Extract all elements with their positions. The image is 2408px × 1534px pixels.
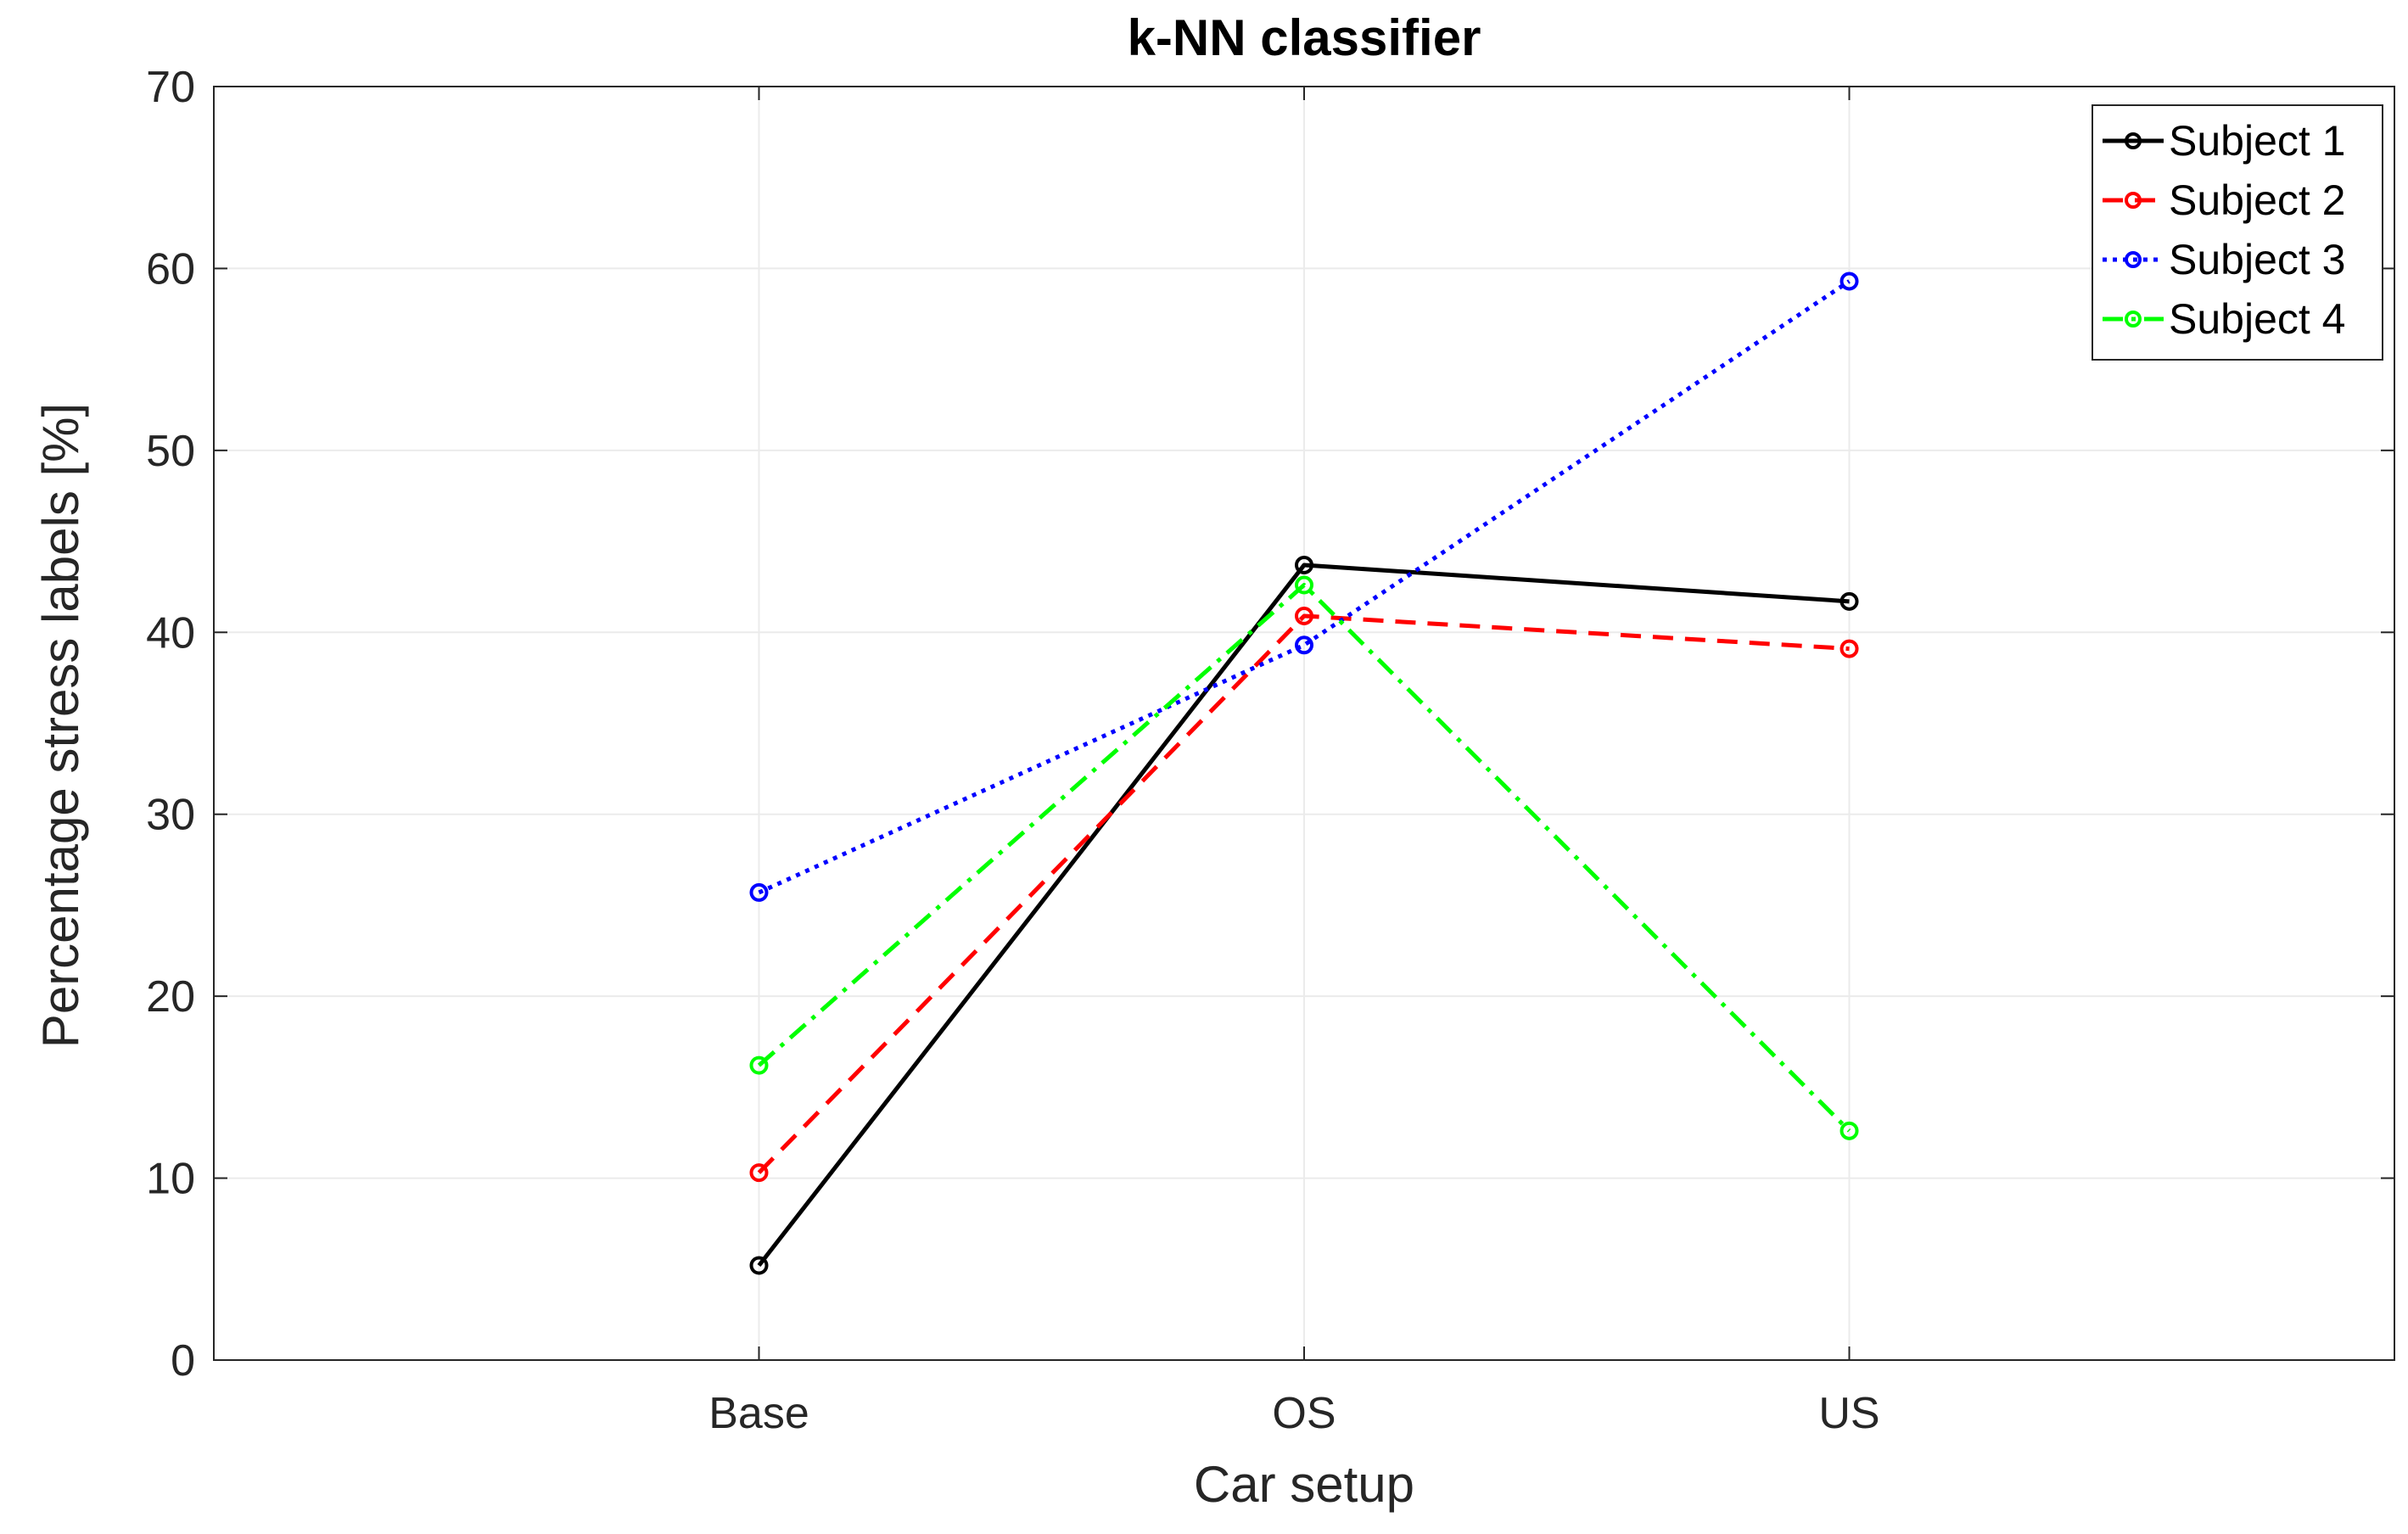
x-tick-label: US [1818, 1389, 1879, 1438]
data-point [1840, 1121, 1859, 1140]
series-line-2 [757, 613, 1850, 1174]
legend-entry-label: Subject 1 [2169, 117, 2345, 165]
series-layer [749, 272, 1859, 1275]
chart-title: k-NN classifier [1128, 9, 1481, 66]
data-point [749, 882, 769, 902]
y-tick-label: 40 [146, 608, 195, 658]
legend: Subject 1 Subject 2 Subject 3 Subject 4 [2092, 104, 2383, 361]
legend-marker [2125, 251, 2142, 268]
data-point [1295, 575, 1313, 595]
data-point [1295, 635, 1313, 655]
x-tick-label: Base [708, 1389, 809, 1438]
data-point [749, 1055, 769, 1075]
series-line-4 [757, 583, 1851, 1133]
series-3 [749, 272, 1859, 902]
legend-entry-label: Subject 4 [2169, 295, 2345, 343]
data-point [1840, 591, 1859, 611]
legend-entry-label: Subject 3 [2169, 236, 2345, 283]
y-tick-label: 0 [171, 1336, 195, 1386]
series-line-1 [757, 563, 1850, 1268]
grid-layer [214, 87, 2394, 1360]
series-4 [749, 575, 1859, 1140]
y-tick-label: 30 [146, 791, 195, 840]
x-tick-label: OS [1272, 1389, 1336, 1438]
series-2 [749, 606, 1859, 1183]
y-tick-label: 60 [146, 244, 195, 294]
y-tick-label: 50 [146, 427, 195, 476]
x-axis-label: Car setup [1194, 1456, 1414, 1513]
data-point [1840, 272, 1859, 291]
data-point [749, 1256, 769, 1275]
y-tick-label: 70 [146, 63, 195, 112]
data-point [1840, 639, 1859, 658]
y-tick-label: 20 [146, 972, 195, 1022]
legend-entry-label: Subject 2 [2169, 176, 2345, 224]
legend-marker [2125, 311, 2142, 328]
y-tick-label: 10 [146, 1155, 195, 1204]
y-axis-label: Percentage stress labels [%] [32, 403, 89, 1048]
data-point [749, 1163, 769, 1183]
legend-marker [2125, 132, 2142, 149]
axes-layer: 0 10 20 30 40 50 60 70 Base OS US [146, 63, 2395, 1438]
series-1 [749, 555, 1859, 1275]
data-point [1295, 555, 1313, 574]
legend-marker [2125, 192, 2142, 209]
data-point [1295, 606, 1313, 625]
